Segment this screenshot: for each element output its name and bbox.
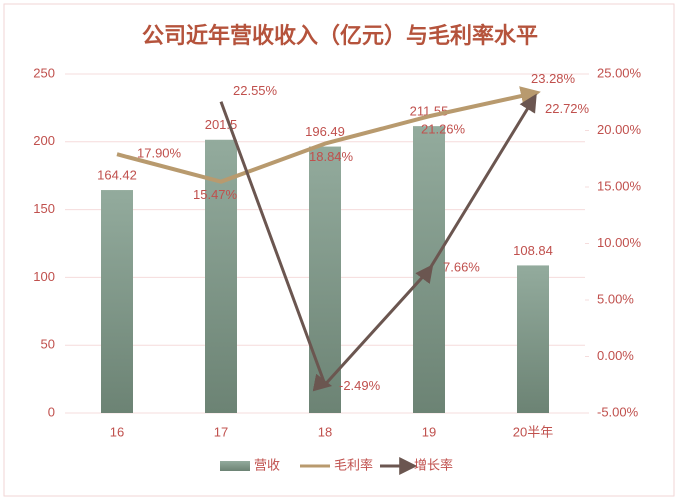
bar bbox=[101, 190, 133, 413]
y2-tick-label: -5.00% bbox=[597, 404, 639, 419]
x-tick-label: 18 bbox=[318, 424, 332, 439]
y-tick-label: 0 bbox=[48, 404, 55, 419]
legend-label: 毛利率 bbox=[334, 457, 373, 472]
chart-title: 公司近年营收收入（亿元）与毛利率水平 bbox=[142, 23, 538, 49]
y-tick-label: 100 bbox=[33, 269, 55, 284]
legend-swatch bbox=[220, 461, 250, 471]
data-label: -2.49% bbox=[339, 378, 381, 393]
data-label: 23.28% bbox=[531, 71, 576, 86]
data-label: 164.42 bbox=[97, 167, 137, 182]
y-tick-label: 150 bbox=[33, 201, 55, 216]
data-label: 15.47% bbox=[193, 187, 238, 202]
data-label: 22.55% bbox=[233, 83, 278, 98]
data-label: 196.49 bbox=[305, 124, 345, 139]
x-tick-label: 19 bbox=[422, 424, 436, 439]
data-label: 21.26% bbox=[421, 122, 466, 137]
y2-tick-label: 25.00% bbox=[597, 65, 642, 80]
data-label: 18.84% bbox=[309, 149, 354, 164]
bar bbox=[205, 139, 237, 414]
x-tick-label: 17 bbox=[214, 424, 228, 439]
growth-line bbox=[219, 93, 537, 392]
legend-label: 增长率 bbox=[414, 457, 453, 472]
y2-tick-label: 20.00% bbox=[597, 122, 642, 137]
legend-label: 营收 bbox=[254, 457, 280, 472]
x-tick-label: 16 bbox=[110, 424, 124, 439]
data-label: 108.84 bbox=[513, 243, 553, 258]
data-label: 17.90% bbox=[137, 146, 182, 161]
y2-tick-label: 5.00% bbox=[597, 291, 634, 306]
y-tick-label: 200 bbox=[33, 133, 55, 148]
y2-tick-label: 10.00% bbox=[597, 235, 642, 250]
y-tick-label: 250 bbox=[33, 65, 55, 80]
data-label: 7.66% bbox=[443, 259, 480, 274]
data-label: 22.72% bbox=[545, 101, 590, 116]
y-tick-label: 50 bbox=[41, 337, 55, 352]
x-tick-label: 20半年 bbox=[513, 424, 553, 439]
y2-tick-label: 15.00% bbox=[597, 178, 642, 193]
y2-tick-label: 0.00% bbox=[597, 348, 634, 363]
bar bbox=[517, 265, 549, 413]
